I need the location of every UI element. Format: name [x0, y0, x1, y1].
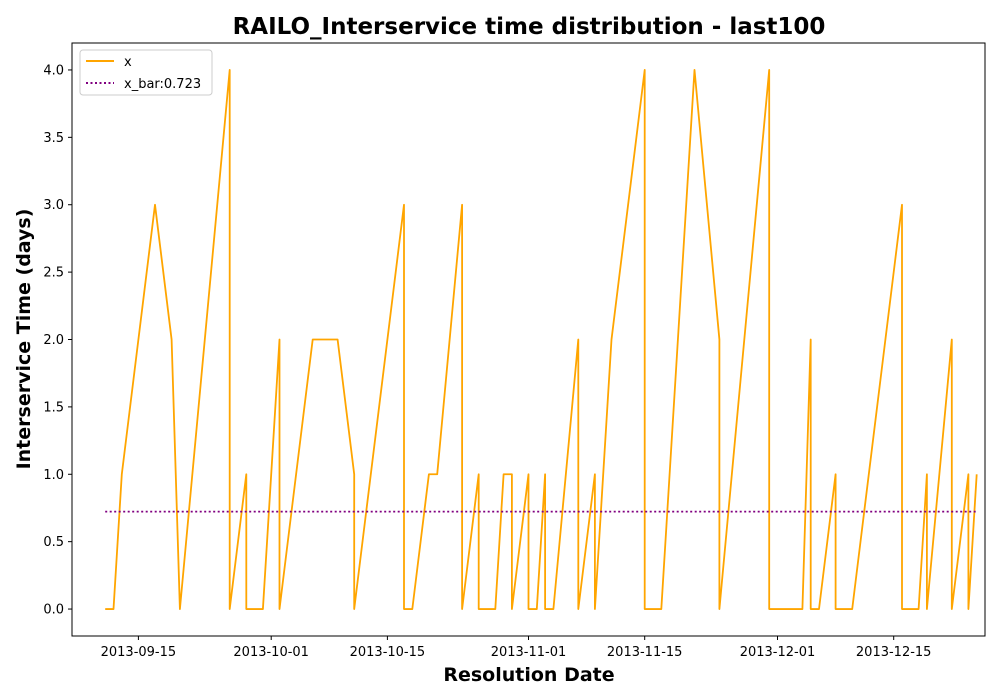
x-tick-label: 2013-11-01 [491, 645, 567, 660]
x-tick-label: 2013-09-15 [101, 645, 177, 660]
x-axis-ticks: 2013-09-15 2013-10-01 2013-10-15 2013-11-01… [101, 636, 932, 660]
legend: x x_bar:0.723 [79, 49, 213, 96]
x-tick-label: 2013-11-15 [607, 645, 683, 660]
x-tick-label: 2013-12-01 [740, 645, 816, 660]
y-tick-label: 4.0 [43, 63, 64, 78]
chart-title: RAILO_Interservice time distribution - l… [233, 14, 826, 40]
y-axis-ticks: 0.0 0.5 1.0 1.5 2.0 2.5 3.0 3.5 4.0 [43, 63, 72, 618]
y-tick-label: 2.5 [43, 266, 64, 281]
y-tick-label: 3.5 [43, 131, 64, 146]
y-tick-label: 3.0 [43, 198, 64, 213]
series-layer [105, 69, 978, 610]
legend-label-x: x [124, 55, 132, 70]
legend-label-x-bar: x_bar:0.723 [124, 77, 201, 92]
y-tick-label: 1.5 [43, 400, 64, 415]
y-axis-label: Interservice Time (days) [13, 209, 35, 470]
x-axis-label: Resolution Date [443, 664, 614, 686]
x-tick-label: 2013-10-15 [350, 645, 426, 660]
x-tick-label: 2013-10-01 [233, 645, 309, 660]
y-tick-label: 2.0 [43, 333, 64, 348]
series-line-x [105, 69, 978, 610]
y-tick-label: 1.0 [43, 468, 64, 483]
y-tick-label: 0.0 [43, 603, 64, 618]
x-tick-label: 2013-12-15 [856, 645, 932, 660]
y-tick-label: 0.5 [43, 535, 64, 550]
